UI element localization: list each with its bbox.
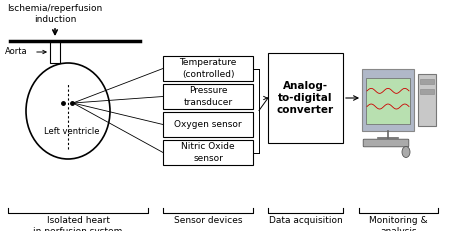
Text: Temperature
(controlled): Temperature (controlled) — [179, 58, 236, 79]
FancyBboxPatch shape — [163, 112, 253, 137]
Text: Oxygen sensor: Oxygen sensor — [174, 120, 242, 129]
Text: Nitric Oxide
sensor: Nitric Oxide sensor — [181, 143, 235, 163]
FancyBboxPatch shape — [163, 140, 253, 165]
FancyBboxPatch shape — [163, 84, 253, 109]
Text: Sensor devices: Sensor devices — [174, 216, 242, 225]
FancyBboxPatch shape — [366, 78, 410, 124]
FancyBboxPatch shape — [163, 56, 253, 81]
Text: Isolated heart
in perfusion system: Isolated heart in perfusion system — [33, 216, 123, 231]
Text: Pressure
transducer: Pressure transducer — [184, 86, 233, 106]
Text: Data acquisition: Data acquisition — [269, 216, 342, 225]
FancyBboxPatch shape — [363, 139, 409, 147]
Text: Monitoring &
analysis: Monitoring & analysis — [369, 216, 428, 231]
FancyBboxPatch shape — [268, 53, 343, 143]
Text: Left ventricle: Left ventricle — [44, 127, 100, 136]
FancyBboxPatch shape — [362, 69, 414, 131]
FancyBboxPatch shape — [418, 74, 436, 126]
FancyBboxPatch shape — [420, 79, 434, 84]
Text: Ischemia/reperfusion
induction: Ischemia/reperfusion induction — [8, 4, 103, 24]
Text: Analog-
to-digital
converter: Analog- to-digital converter — [277, 81, 334, 116]
Ellipse shape — [26, 63, 110, 159]
Ellipse shape — [402, 146, 410, 158]
Text: Aorta: Aorta — [5, 48, 27, 57]
FancyBboxPatch shape — [50, 41, 60, 63]
FancyBboxPatch shape — [420, 89, 434, 94]
